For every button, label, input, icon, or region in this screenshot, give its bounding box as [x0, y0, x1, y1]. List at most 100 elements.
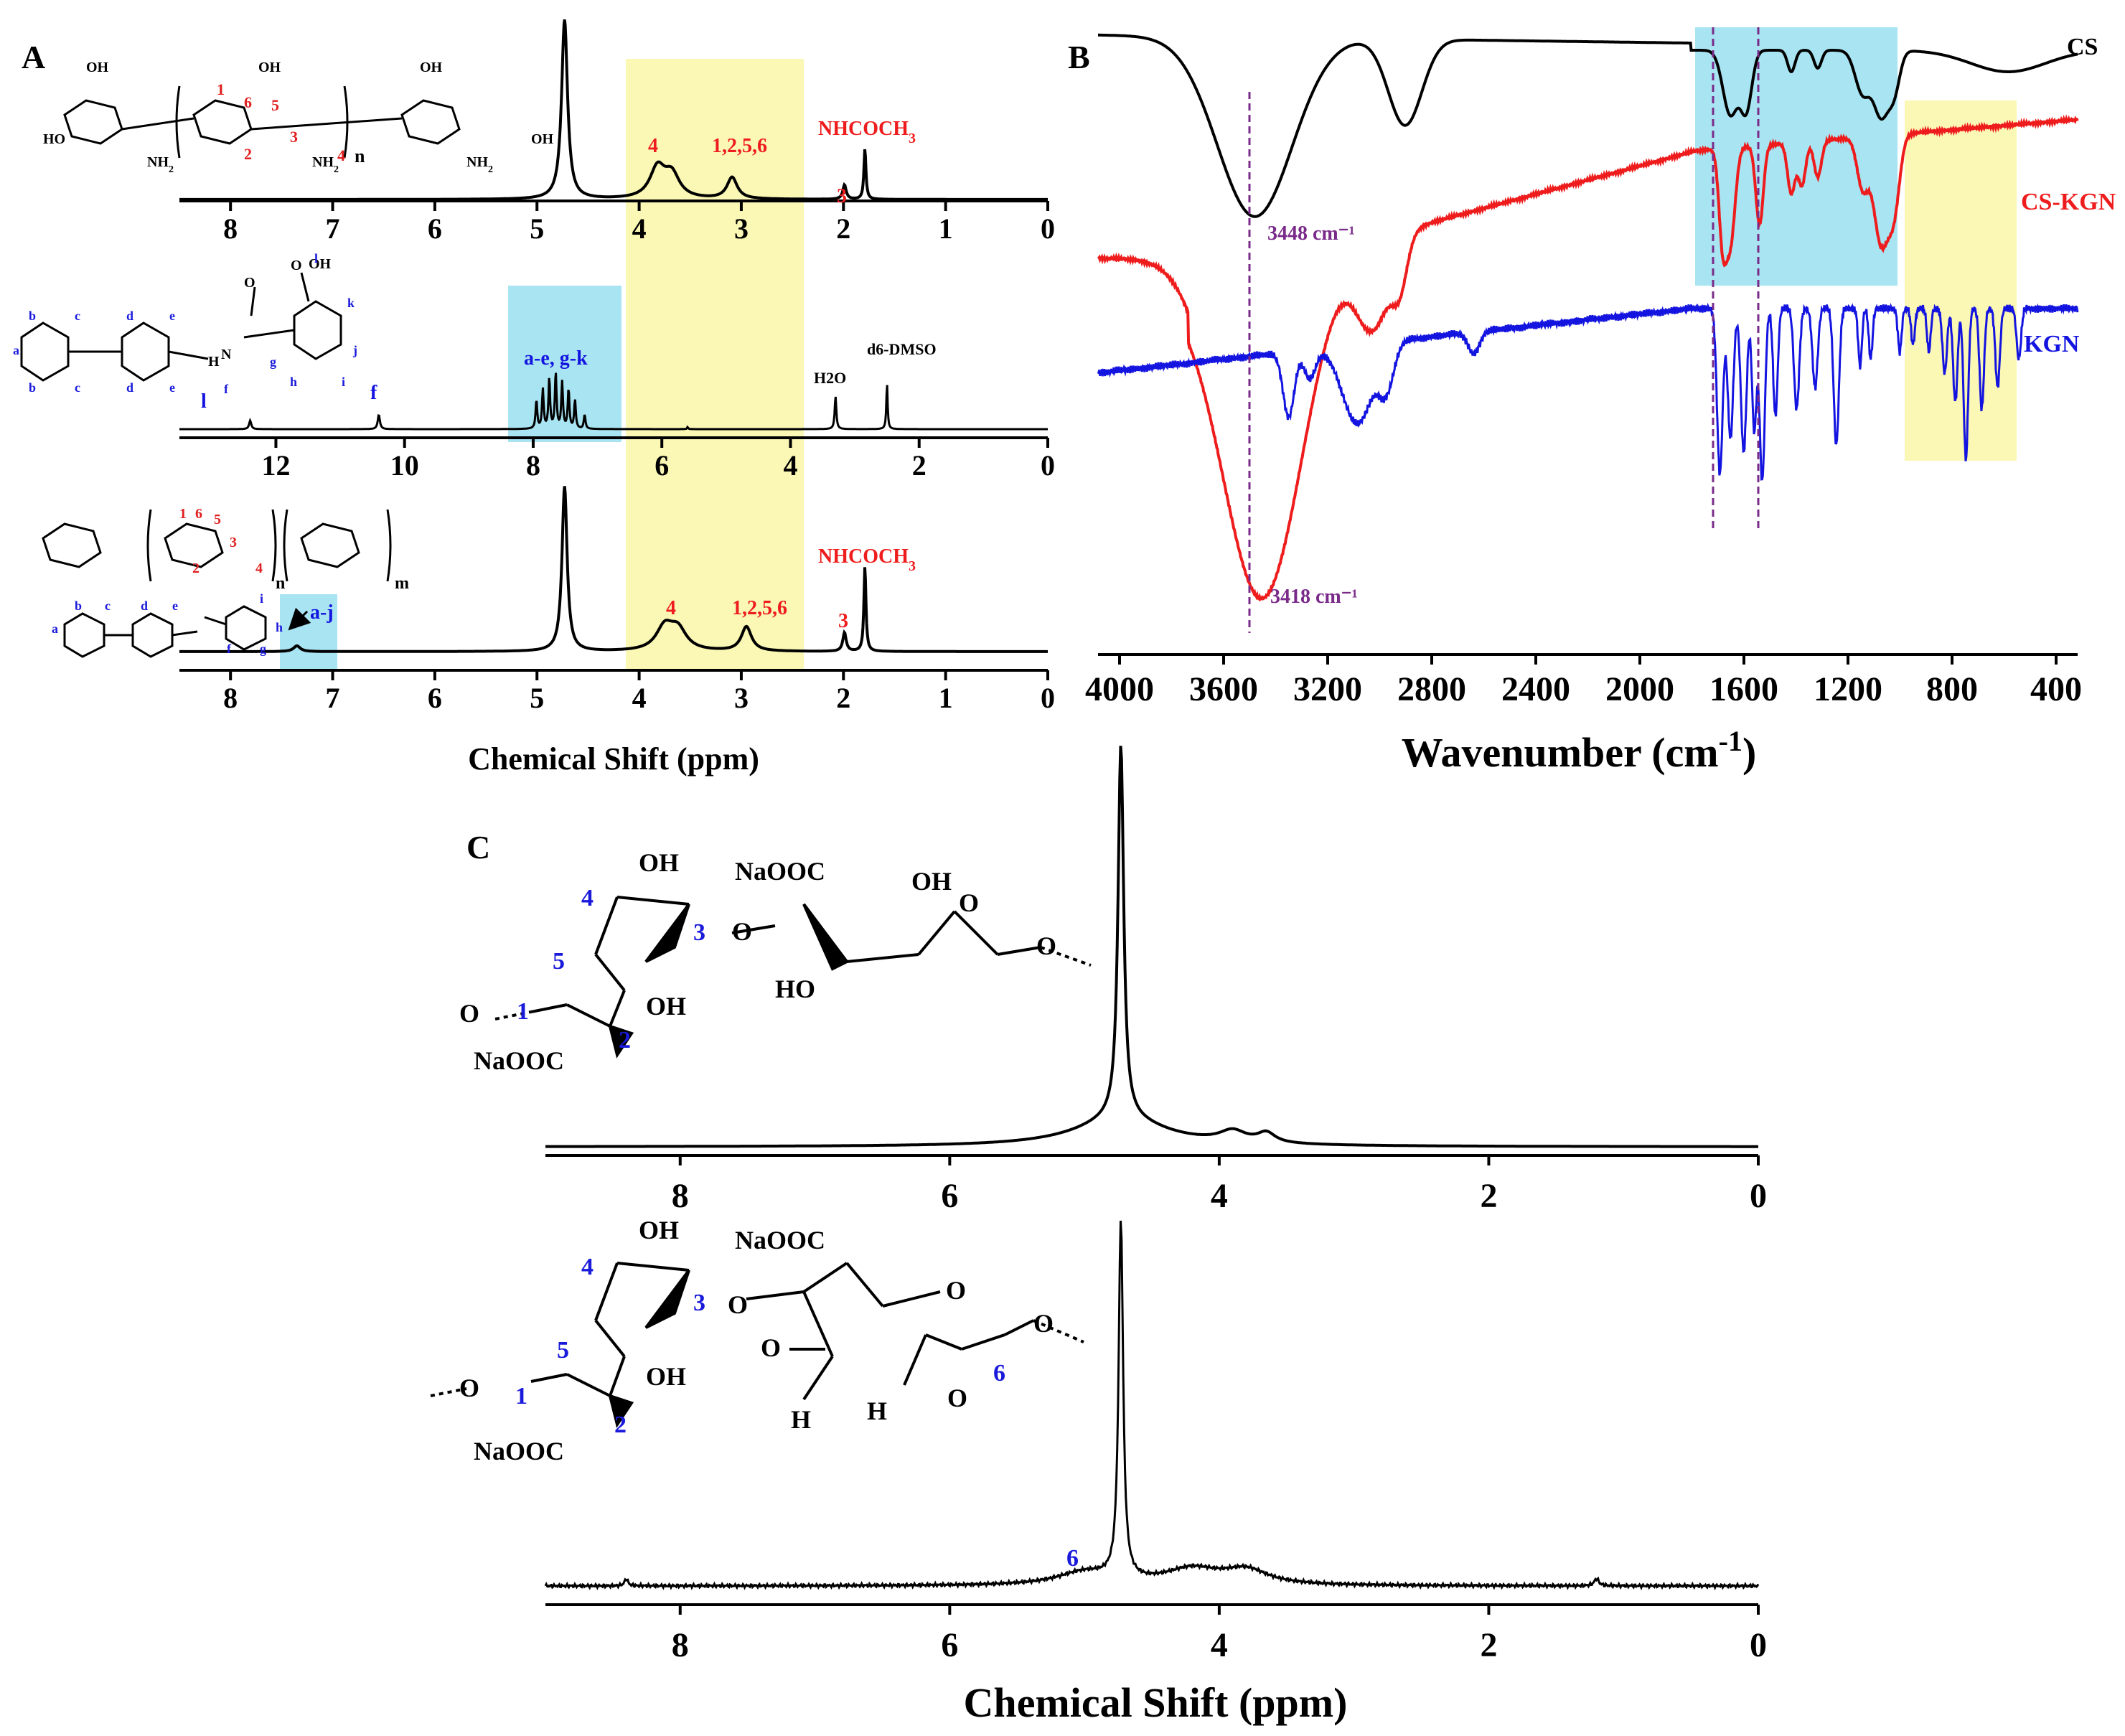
kgn-o: O: [291, 258, 302, 273]
tick-label: 4: [1211, 1177, 1228, 1215]
cskgn-peak-label-aj: a-j: [310, 601, 334, 624]
ox-o-end: O: [1033, 1309, 1054, 1338]
ox-oh-2: OH: [646, 1362, 686, 1391]
ox-o-ring: O: [946, 1276, 966, 1305]
alg-oh-3: OH: [646, 992, 686, 1021]
alginate-nmr-ticks: 8 6 4 2 0: [672, 1155, 1767, 1215]
cskgn-peak-label-4: 4: [666, 597, 676, 619]
kgn-atom-d: d: [126, 309, 133, 323]
cs-num-4: 4: [337, 146, 345, 164]
ox-num-3: 3: [693, 1290, 705, 1316]
ir-legend-kgn: KGN: [2024, 331, 2080, 357]
panel-c-letter: C: [466, 829, 490, 865]
cskgn-atom-i: i: [260, 591, 263, 606]
alginate-nmr-trace: [545, 746, 1758, 1148]
cskgn-num-3: 3: [230, 535, 237, 550]
cskgn-peak-label-1256: 1,2,5,6: [732, 597, 787, 619]
panel-b: B 3448 cm⁻¹ 3418 cm⁻¹ CS CS-KGN KGN 4000…: [1068, 27, 2116, 776]
ox-o-start: O: [459, 1374, 479, 1402]
tick-label: 3: [734, 682, 749, 714]
a-structure-cskgn: [42, 509, 392, 658]
ox-o-link: O: [728, 1290, 748, 1319]
tick-label: 0: [1041, 212, 1055, 245]
cskgn-peak-label-nhcoch3: NHCOCH3: [818, 545, 916, 574]
tick-label: 400: [2030, 670, 2082, 708]
alg-num-3: 3: [693, 919, 705, 946]
alg-num-4: 4: [581, 885, 594, 911]
cs-num-6: 6: [244, 93, 252, 111]
tick-label: 2000: [1605, 670, 1674, 708]
c-structure-alginate: [494, 896, 1092, 1059]
aj-arrow: [288, 607, 311, 631]
cs-nh2-2: NH2: [312, 154, 339, 175]
alg-o-link: O: [732, 917, 752, 946]
tick-label: 2800: [1397, 670, 1466, 708]
tick-label: 4: [632, 212, 647, 245]
tick-label: 6: [655, 449, 669, 482]
tick-label: 6: [428, 682, 442, 714]
kgn-nmr-trace: [179, 372, 1048, 431]
cs-num-5: 5: [271, 96, 279, 114]
kgn-nh-n: N: [221, 347, 232, 362]
ir-cs-trace: [1098, 33, 2078, 218]
cskgn-peak-label-3: 3: [838, 610, 848, 632]
tick-label: 1: [939, 212, 953, 245]
c-structure-oxalginate: [430, 1262, 1084, 1428]
tick-label: 4: [783, 449, 797, 482]
kgn-atom-c: c: [75, 309, 80, 323]
cs-oh-3: OH: [420, 60, 443, 75]
panel-c: C 8 6 4 2 0 8 6 4 2 0 6 Chemical Shift (ppm): [430, 746, 1767, 1726]
cs-ho-1: HO: [43, 131, 65, 147]
a-structure-kgn: [20, 272, 342, 382]
kgn-peak-label-ae-gk: a-e, g-k: [524, 347, 588, 370]
cs-oh-1: OH: [86, 60, 109, 75]
tick-label: 3600: [1189, 670, 1258, 708]
tick-label: 7: [326, 212, 340, 245]
kgn-atom-h: h: [290, 375, 297, 389]
b-xlabel: Wavenumber (cm-1): [1402, 725, 1757, 776]
cskgn-nmr-trace: [179, 486, 1048, 653]
panel-b-letter: B: [1068, 39, 1090, 75]
c-xlabel: Chemical Shift (ppm): [964, 1679, 1348, 1726]
cs-peak-label-nhcoch3: NHCOCH3: [818, 118, 916, 146]
ir-annotation-3448: 3448 cm⁻¹: [1267, 222, 1355, 245]
b-blue-highlight: [1695, 27, 1898, 286]
ir-legend-cskgn: CS-KGN: [2021, 189, 2116, 215]
cs-num-1: 1: [217, 80, 225, 98]
cs-peak-label-4: 4: [648, 135, 658, 157]
ox-num-1: 1: [515, 1383, 527, 1409]
ox-num-4: 4: [581, 1254, 594, 1280]
cskgn-num-1: 1: [179, 506, 187, 522]
ox-num-5: 5: [557, 1337, 569, 1364]
cskgn-atom-e: e: [172, 599, 178, 613]
tick-label: 2: [1480, 1626, 1497, 1664]
cskgn-atom-h: h: [276, 620, 283, 634]
tick-label: 6: [428, 212, 442, 245]
cs-num-3: 3: [290, 128, 298, 146]
cskgn-num-6: 6: [195, 506, 202, 522]
kgn-atom-l: l: [314, 251, 318, 266]
oxalginate-peak-label-6: 6: [1066, 1545, 1079, 1572]
tick-label: 4: [632, 682, 647, 714]
tick-label: 2: [836, 682, 850, 714]
cskgn-repeat-m: m: [395, 574, 409, 593]
tick-label: 8: [672, 1626, 689, 1664]
kgn-atom-g: g: [270, 355, 276, 369]
kgn-atom-i: i: [342, 375, 345, 389]
ir-ticks: 4000 3600 3200 2800 2400 2000 1600 1200 800 400: [1085, 654, 2082, 708]
tick-label: 800: [1926, 670, 1978, 708]
kgn-atom-a: a: [13, 343, 19, 357]
oxalginate-nmr-trace: [544, 1220, 1760, 1591]
ox-oh-1: OH: [639, 1216, 679, 1244]
cskgn-atom-g: g: [260, 642, 266, 656]
cs-nmr-trace: [179, 19, 1048, 201]
tick-label: 1200: [1814, 670, 1882, 708]
kgn-atom-e: e: [169, 309, 175, 323]
kgn-peak-label-l: l: [201, 390, 207, 413]
ox-naooc-1: NaOOC: [735, 1226, 825, 1254]
cskgn-num-4: 4: [255, 560, 263, 576]
cskgn-atom-b: b: [75, 599, 82, 613]
tick-label: 0: [1750, 1626, 1767, 1664]
